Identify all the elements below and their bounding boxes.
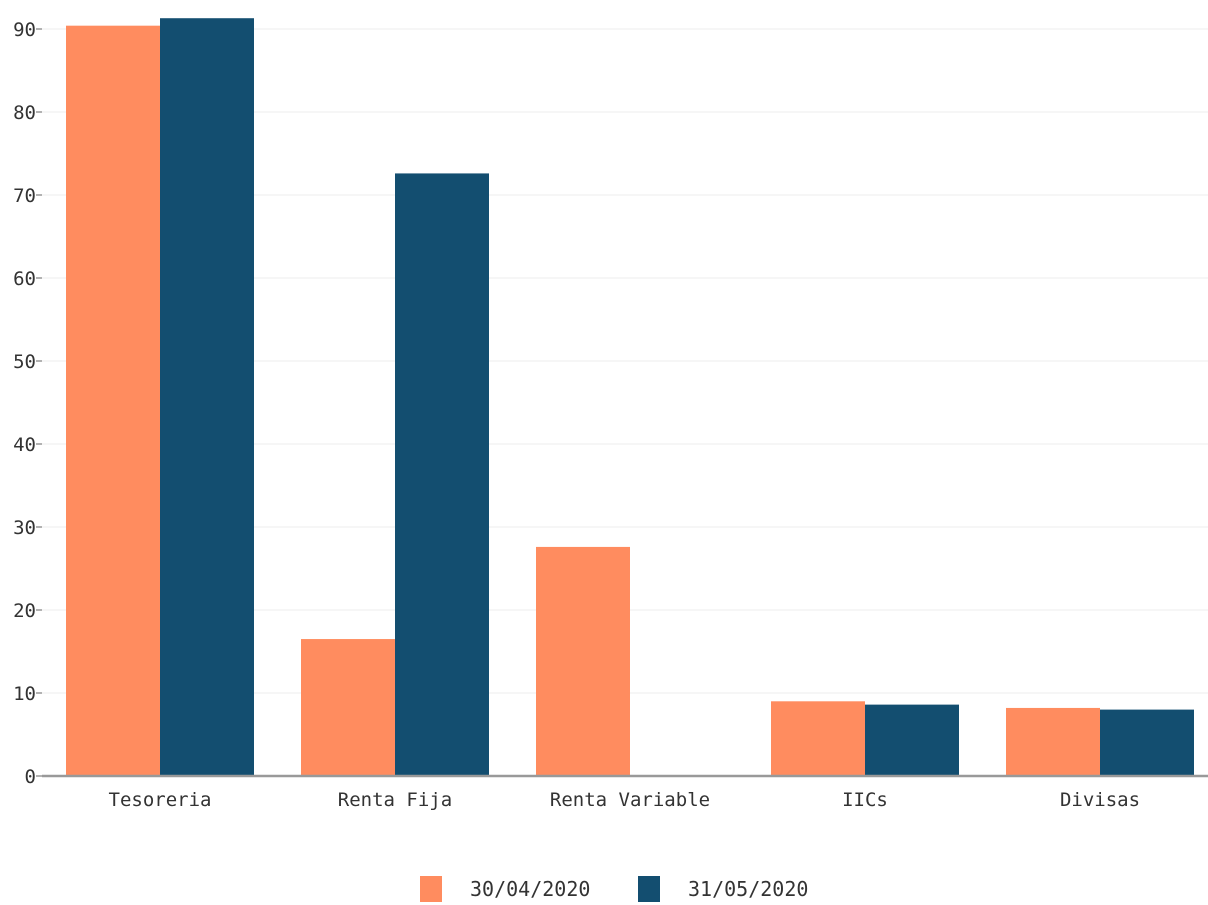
bars xyxy=(66,18,1194,777)
y-tick-label: 90 xyxy=(13,19,36,41)
bar-iics-series-1[interactable] xyxy=(771,701,865,776)
bar-renta-variable-series-1[interactable] xyxy=(536,546,630,776)
legend: 30/04/2020 31/05/2020 xyxy=(420,876,808,902)
y-tick-label: 0 xyxy=(25,766,36,788)
x-category-label: Renta Variable xyxy=(550,789,710,811)
bar-renta-fija-series-2[interactable] xyxy=(395,173,489,777)
legend-label-series-2[interactable]: 31/05/2020 xyxy=(688,877,808,901)
y-tick-label: 80 xyxy=(13,102,36,124)
x-category-label: Divisas xyxy=(1060,789,1140,811)
x-category-label: IICs xyxy=(842,789,888,811)
legend-swatch-series-2[interactable] xyxy=(638,876,660,902)
bar-divisas-series-1[interactable] xyxy=(1006,707,1100,776)
bar-divisas-series-2[interactable] xyxy=(1100,709,1194,776)
bar-tesoreria-series-2[interactable] xyxy=(160,18,254,776)
y-tick-label: 10 xyxy=(13,683,36,705)
y-tick-label: 40 xyxy=(13,434,36,456)
y-tick-label: 30 xyxy=(13,517,36,539)
y-tick-label: 20 xyxy=(13,600,36,622)
y-tick-label: 50 xyxy=(13,351,36,373)
x-category-label: Tesoreria xyxy=(109,789,212,811)
y-tick-label: 70 xyxy=(13,185,36,207)
bar-iics-series-2[interactable] xyxy=(865,704,959,776)
axes: 0 10 20 30 40 50 60 70 80 90 Tesoreria Renta Fija Re… xyxy=(13,19,1208,811)
bar-renta-fija-series-1[interactable] xyxy=(301,639,395,776)
legend-swatch-series-1[interactable] xyxy=(420,876,442,902)
legend-label-series-1[interactable]: 30/04/2020 xyxy=(470,877,590,901)
bar-tesoreria-series-1[interactable] xyxy=(66,25,160,777)
y-tick-label: 60 xyxy=(13,268,36,290)
x-category-label: Renta Fija xyxy=(338,789,452,811)
